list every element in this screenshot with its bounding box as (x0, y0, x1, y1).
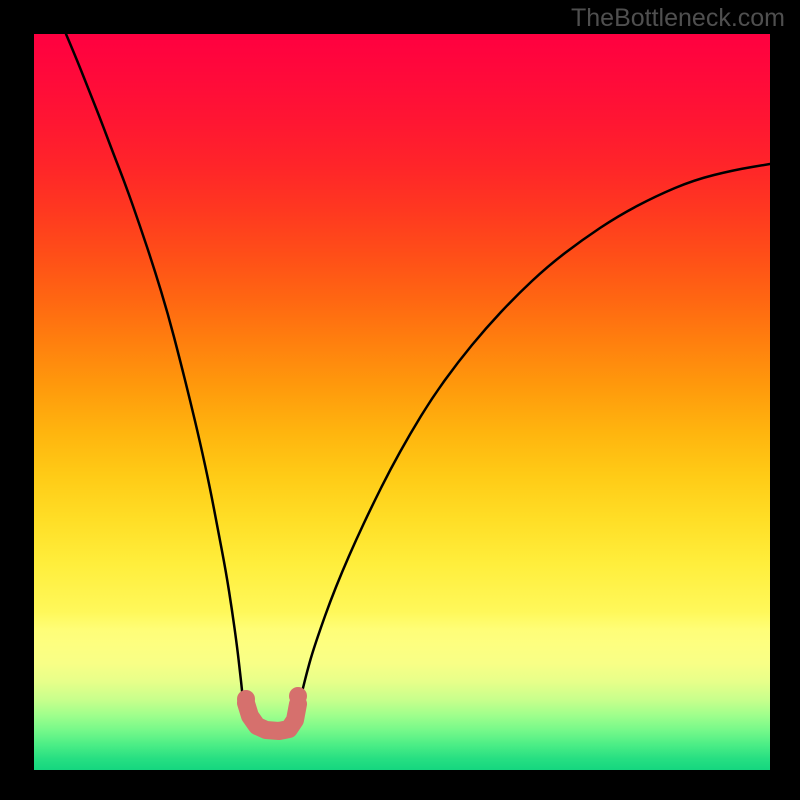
highlight-marker (237, 687, 307, 731)
chart-canvas: TheBottleneck.com (0, 0, 800, 800)
bottleneck-curve-left (66, 34, 244, 710)
bottleneck-curve-right (298, 164, 770, 710)
plot-area (34, 34, 770, 770)
marker-cap-right-icon (289, 687, 307, 705)
curve-layer (34, 34, 770, 770)
marker-cap-left-icon (237, 690, 255, 708)
watermark-text: TheBottleneck.com (571, 4, 785, 33)
